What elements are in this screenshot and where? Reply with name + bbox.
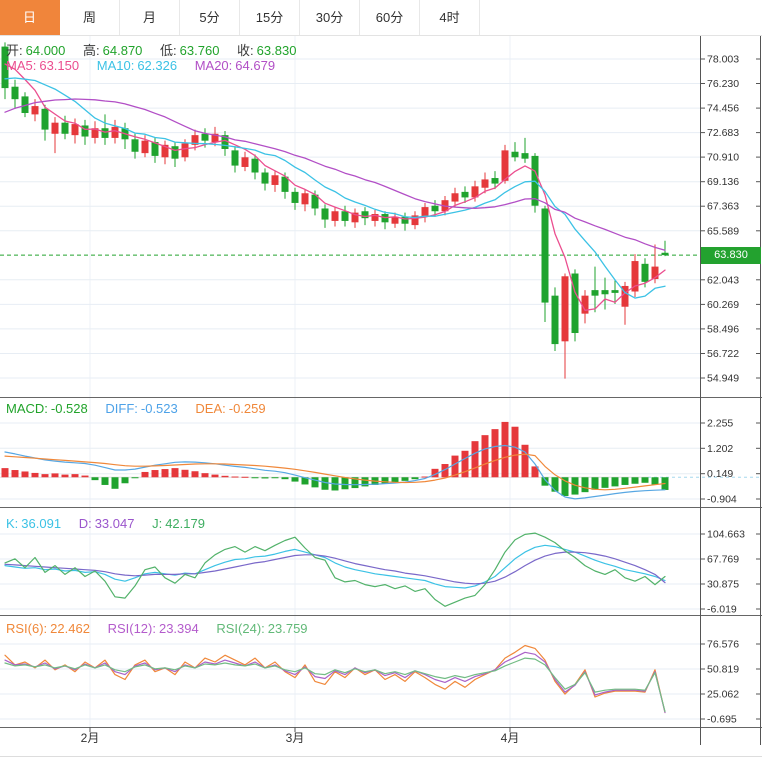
svg-text:54.949: 54.949 — [707, 373, 739, 385]
svg-text:56.722: 56.722 — [707, 348, 739, 360]
svg-text:72.683: 72.683 — [707, 127, 739, 139]
svg-text:76.230: 76.230 — [707, 78, 739, 90]
svg-text:60.269: 60.269 — [707, 299, 739, 311]
svg-text:30.875: 30.875 — [707, 579, 739, 591]
svg-text:-0.695: -0.695 — [707, 714, 737, 726]
svg-text:1.202: 1.202 — [707, 443, 733, 455]
svg-text:-6.019: -6.019 — [707, 604, 737, 616]
svg-text:25.062: 25.062 — [707, 689, 739, 701]
svg-text:2月: 2月 — [81, 731, 100, 745]
svg-text:76.576: 76.576 — [707, 639, 739, 651]
svg-text:4月: 4月 — [501, 731, 520, 745]
svg-text:70.910: 70.910 — [707, 152, 739, 164]
svg-text:3月: 3月 — [286, 731, 305, 745]
timeframe-tabs: 日周月 5分 15分 30分 60分 4时 — [0, 0, 762, 36]
svg-text:67.769: 67.769 — [707, 554, 739, 566]
svg-text:74.456: 74.456 — [707, 103, 739, 115]
tab-日[interactable]: 日 — [0, 0, 60, 35]
svg-text:78.003: 78.003 — [707, 54, 739, 66]
svg-text:69.136: 69.136 — [707, 176, 739, 188]
tab-4时[interactable]: 4时 — [420, 0, 480, 35]
current-price-badge: 63.830 — [701, 247, 761, 264]
svg-text:-0.904: -0.904 — [707, 494, 737, 506]
tab-60分[interactable]: 60分 — [360, 0, 420, 35]
tab-周[interactable]: 周 — [60, 0, 120, 35]
tab-15分[interactable]: 15分 — [240, 0, 300, 35]
svg-text:0.149: 0.149 — [707, 468, 733, 480]
tab-30分[interactable]: 30分 — [300, 0, 360, 35]
svg-text:58.496: 58.496 — [707, 323, 739, 335]
tab-月[interactable]: 月 — [120, 0, 180, 35]
tab-5分[interactable]: 5分 — [180, 0, 240, 35]
svg-text:104.663: 104.663 — [707, 529, 745, 541]
svg-text:65.589: 65.589 — [707, 225, 739, 237]
svg-text:62.043: 62.043 — [707, 274, 739, 286]
svg-text:2.255: 2.255 — [707, 418, 733, 430]
svg-text:50.819: 50.819 — [707, 664, 739, 676]
svg-text:67.363: 67.363 — [707, 201, 739, 213]
